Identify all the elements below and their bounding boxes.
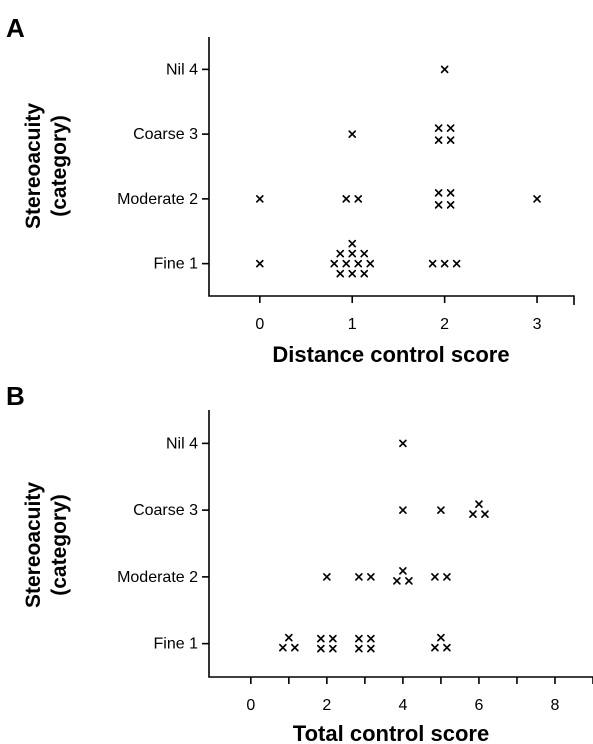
- x-tick-label: 2: [322, 697, 331, 714]
- data-point: [434, 136, 443, 144]
- data-point: [329, 634, 337, 643]
- y-tick-label: Fine 1: [154, 256, 199, 273]
- x-axis-label-b: Total control score: [293, 721, 489, 744]
- data-point: [393, 577, 401, 585]
- data-point: [360, 269, 369, 278]
- y-axis-label-a-line2: (category): [48, 115, 71, 217]
- data-point: [452, 259, 461, 268]
- marks-b: [279, 439, 489, 653]
- data-point: [405, 577, 413, 585]
- data-point: [437, 633, 445, 642]
- data-point: [336, 269, 345, 278]
- data-point: [342, 195, 351, 203]
- marks-a: [256, 65, 541, 278]
- panel-label-b: B: [6, 381, 25, 411]
- data-point: [355, 634, 363, 643]
- data-point: [354, 195, 363, 203]
- data-point: [323, 573, 331, 581]
- axes-a: [208, 37, 575, 305]
- data-point: [431, 643, 439, 652]
- x-tick-label: 6: [474, 697, 483, 714]
- data-point: [355, 644, 363, 653]
- data-point: [355, 573, 363, 581]
- data-point: [434, 201, 443, 209]
- data-point: [367, 644, 375, 653]
- data-point: [330, 259, 339, 268]
- y-tick-label: Moderate 2: [117, 191, 198, 208]
- y-tick-label: Coarse 3: [133, 502, 198, 519]
- data-point: [469, 510, 477, 518]
- y-tick-label: Moderate 2: [117, 569, 198, 586]
- data-point: [434, 189, 443, 197]
- data-point: [367, 634, 375, 643]
- data-point: [367, 573, 375, 581]
- y-axis-label-b-line1: Stereoacuity: [22, 482, 45, 608]
- panel-a: A Stereoacuity (category) Distance contr…: [6, 13, 575, 367]
- data-point: [399, 506, 407, 514]
- data-point: [256, 195, 264, 203]
- panel-b: B Stereoacuity (category) Total control …: [6, 381, 593, 744]
- data-point: [481, 510, 489, 518]
- data-point: [446, 201, 455, 209]
- x-axis-label-a: Distance control score: [272, 342, 509, 367]
- data-point: [285, 633, 293, 642]
- data-point: [317, 634, 325, 643]
- data-point: [446, 124, 455, 132]
- data-point: [446, 189, 455, 197]
- data-point: [446, 136, 455, 144]
- data-point: [431, 573, 439, 581]
- data-point: [348, 249, 357, 258]
- data-point: [434, 124, 443, 132]
- data-point: [533, 195, 541, 203]
- data-point: [366, 259, 375, 268]
- data-point: [399, 567, 407, 575]
- data-point: [475, 500, 483, 508]
- data-point: [443, 573, 451, 581]
- data-point: [336, 249, 345, 258]
- y-axis-label-a-line1: Stereoacuity: [22, 103, 45, 229]
- x-tick-label: 4: [398, 697, 407, 714]
- y-tick-label: Nil 4: [166, 435, 198, 452]
- data-point: [256, 259, 264, 268]
- data-point: [348, 130, 357, 138]
- data-point: [329, 644, 337, 653]
- data-point: [342, 259, 351, 268]
- data-point: [440, 65, 449, 74]
- panel-label-a: A: [6, 13, 25, 43]
- data-point: [360, 249, 369, 258]
- data-point: [279, 643, 287, 652]
- y-tick-label: Nil 4: [166, 61, 198, 78]
- ticks-a: 0 1 2 3 Fine 1 Moderate 2 Coarse 3 Nil 4: [117, 61, 542, 333]
- x-tick-label: 3: [533, 316, 542, 333]
- y-tick-label: Fine 1: [154, 636, 199, 653]
- data-point: [317, 644, 325, 653]
- x-tick-label: 0: [255, 316, 264, 333]
- data-point: [440, 259, 449, 268]
- x-tick-label: 1: [348, 316, 357, 333]
- x-tick-label: 2: [440, 316, 449, 333]
- y-axis-label-b-line2: (category): [48, 494, 71, 596]
- data-point: [443, 643, 451, 652]
- data-point: [348, 239, 357, 248]
- x-tick-label: 8: [551, 697, 560, 714]
- data-point: [354, 259, 363, 268]
- x-tick-label: 0: [246, 697, 255, 714]
- axes-b: [208, 410, 593, 678]
- data-point: [348, 269, 357, 278]
- data-point: [437, 506, 445, 514]
- data-point: [428, 259, 437, 268]
- data-point: [291, 643, 299, 652]
- y-tick-label: Coarse 3: [133, 126, 198, 143]
- data-point: [399, 439, 407, 448]
- ticks-b: 0 2 4 6 8 Fine 1 Moderate 2 Coarse 3 Nil 4: [117, 435, 593, 714]
